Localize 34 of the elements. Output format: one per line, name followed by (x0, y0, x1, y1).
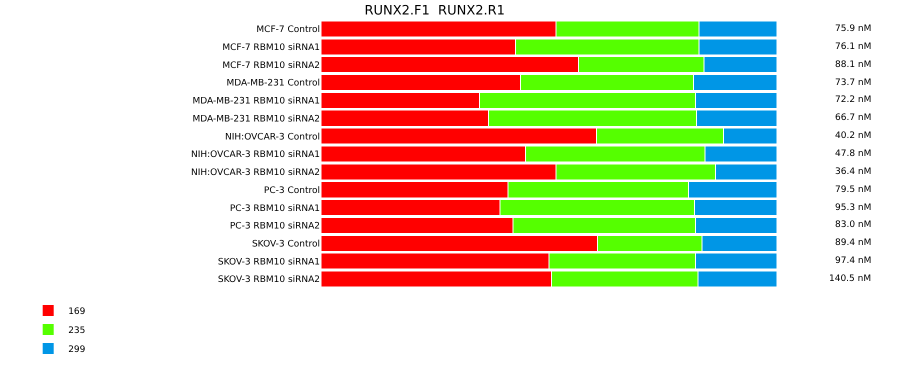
text: 40.2 nM (835, 131, 872, 141)
text: 83.0 nM (835, 220, 872, 230)
text: 36.4 nM (835, 167, 872, 177)
text: 76.1 nM (835, 42, 872, 52)
y-tick-label: SKOV-3 RBM10 siRNA1 (218, 257, 320, 268)
y-tick-label: PC-3 RBM10 siRNA1 (230, 204, 320, 214)
y-tick-label: PC-3 Control (264, 186, 320, 196)
y-tick-label: MDA-MB-231 RBM10 siRNA1 (192, 96, 320, 107)
text: 72.2 nM (835, 95, 872, 105)
chart-title: RUNX2.F1 RUNX2.R1 (364, 4, 505, 19)
text: 89.4 nM (835, 238, 872, 248)
text: 47.8 nM (835, 149, 872, 159)
legend-label: 235 (68, 326, 86, 336)
y-tick-label: MDA-MB-231 RBM10 siRNA2 (192, 114, 320, 124)
y-tick-label: MDA-MB-231 Control (226, 78, 320, 89)
y-tick-label: MCF-7 Control (256, 25, 320, 36)
y-tick-label: PC-3 RBM10 siRNA2 (230, 222, 320, 232)
legend-label: 169 (68, 307, 86, 318)
text: 73.7 nM (835, 78, 872, 88)
text: 140.5 nM (829, 274, 872, 284)
y-tick-label: MCF-7 RBM10 siRNA1 (222, 42, 320, 53)
y-tick-label: NIH:OVCAR-3 RBM10 siRNA1 (191, 150, 320, 160)
y-tick-label: NIH:OVCAR-3 Control (225, 132, 320, 142)
y-tick-label: SKOV-3 RBM10 siRNA2 (218, 275, 320, 286)
text: 66.7 nM (835, 113, 872, 123)
text: 75.9 nM (835, 24, 872, 34)
text: 79.5 nM (835, 185, 872, 195)
y-tick-label: MCF-7 RBM10 siRNA2 (222, 60, 320, 71)
legend-label: 299 (68, 345, 86, 356)
y-tick-label: SKOV-3 Control (252, 239, 320, 250)
text: 88.1 nM (835, 60, 872, 70)
text: 97.4 nM (835, 256, 872, 266)
y-tick-label: NIH:OVCAR-3 RBM10 siRNA2 (191, 168, 320, 178)
text: 95.3 nM (835, 203, 872, 213)
